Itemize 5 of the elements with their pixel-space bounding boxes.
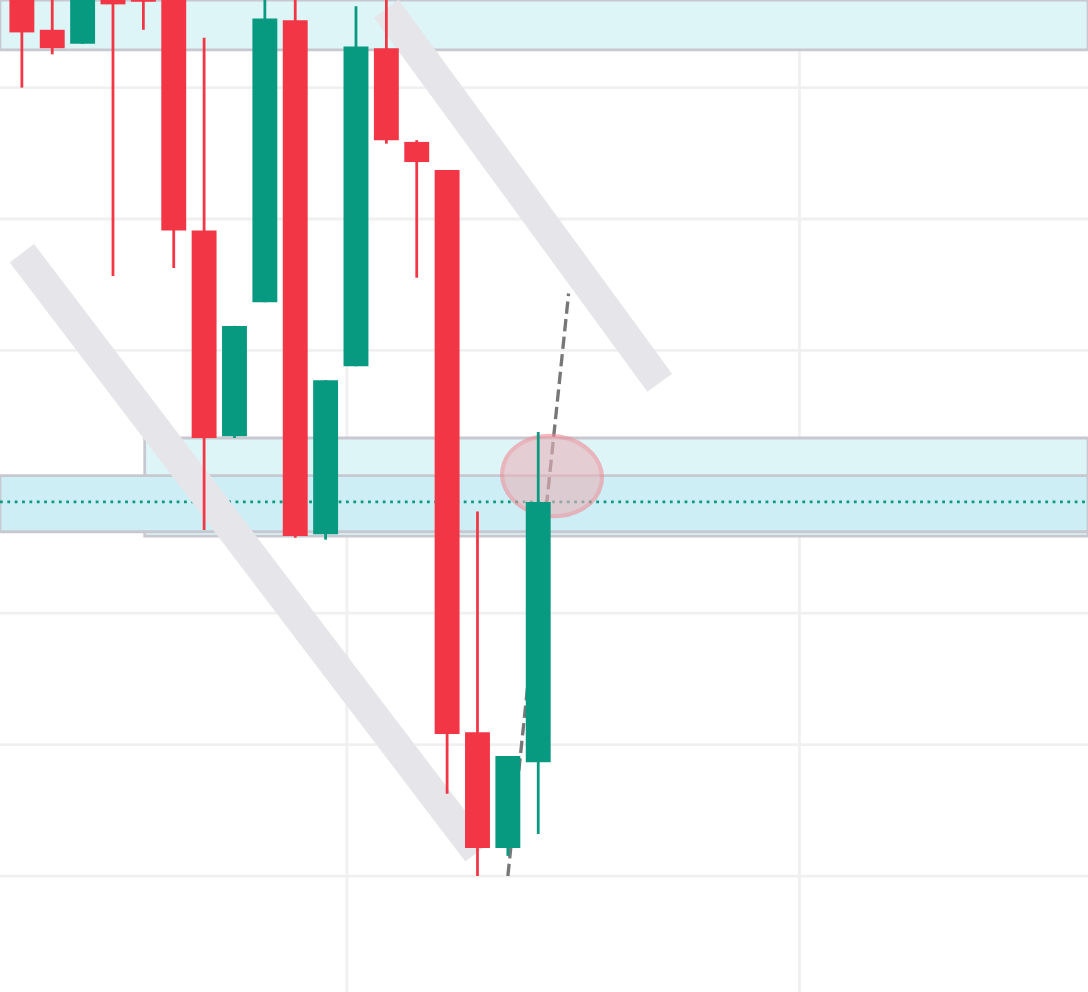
candlestick xyxy=(39,0,65,56)
candlestick xyxy=(404,138,430,280)
candlestick xyxy=(70,0,96,46)
candlestick xyxy=(9,0,35,89)
candlestick xyxy=(130,0,156,32)
